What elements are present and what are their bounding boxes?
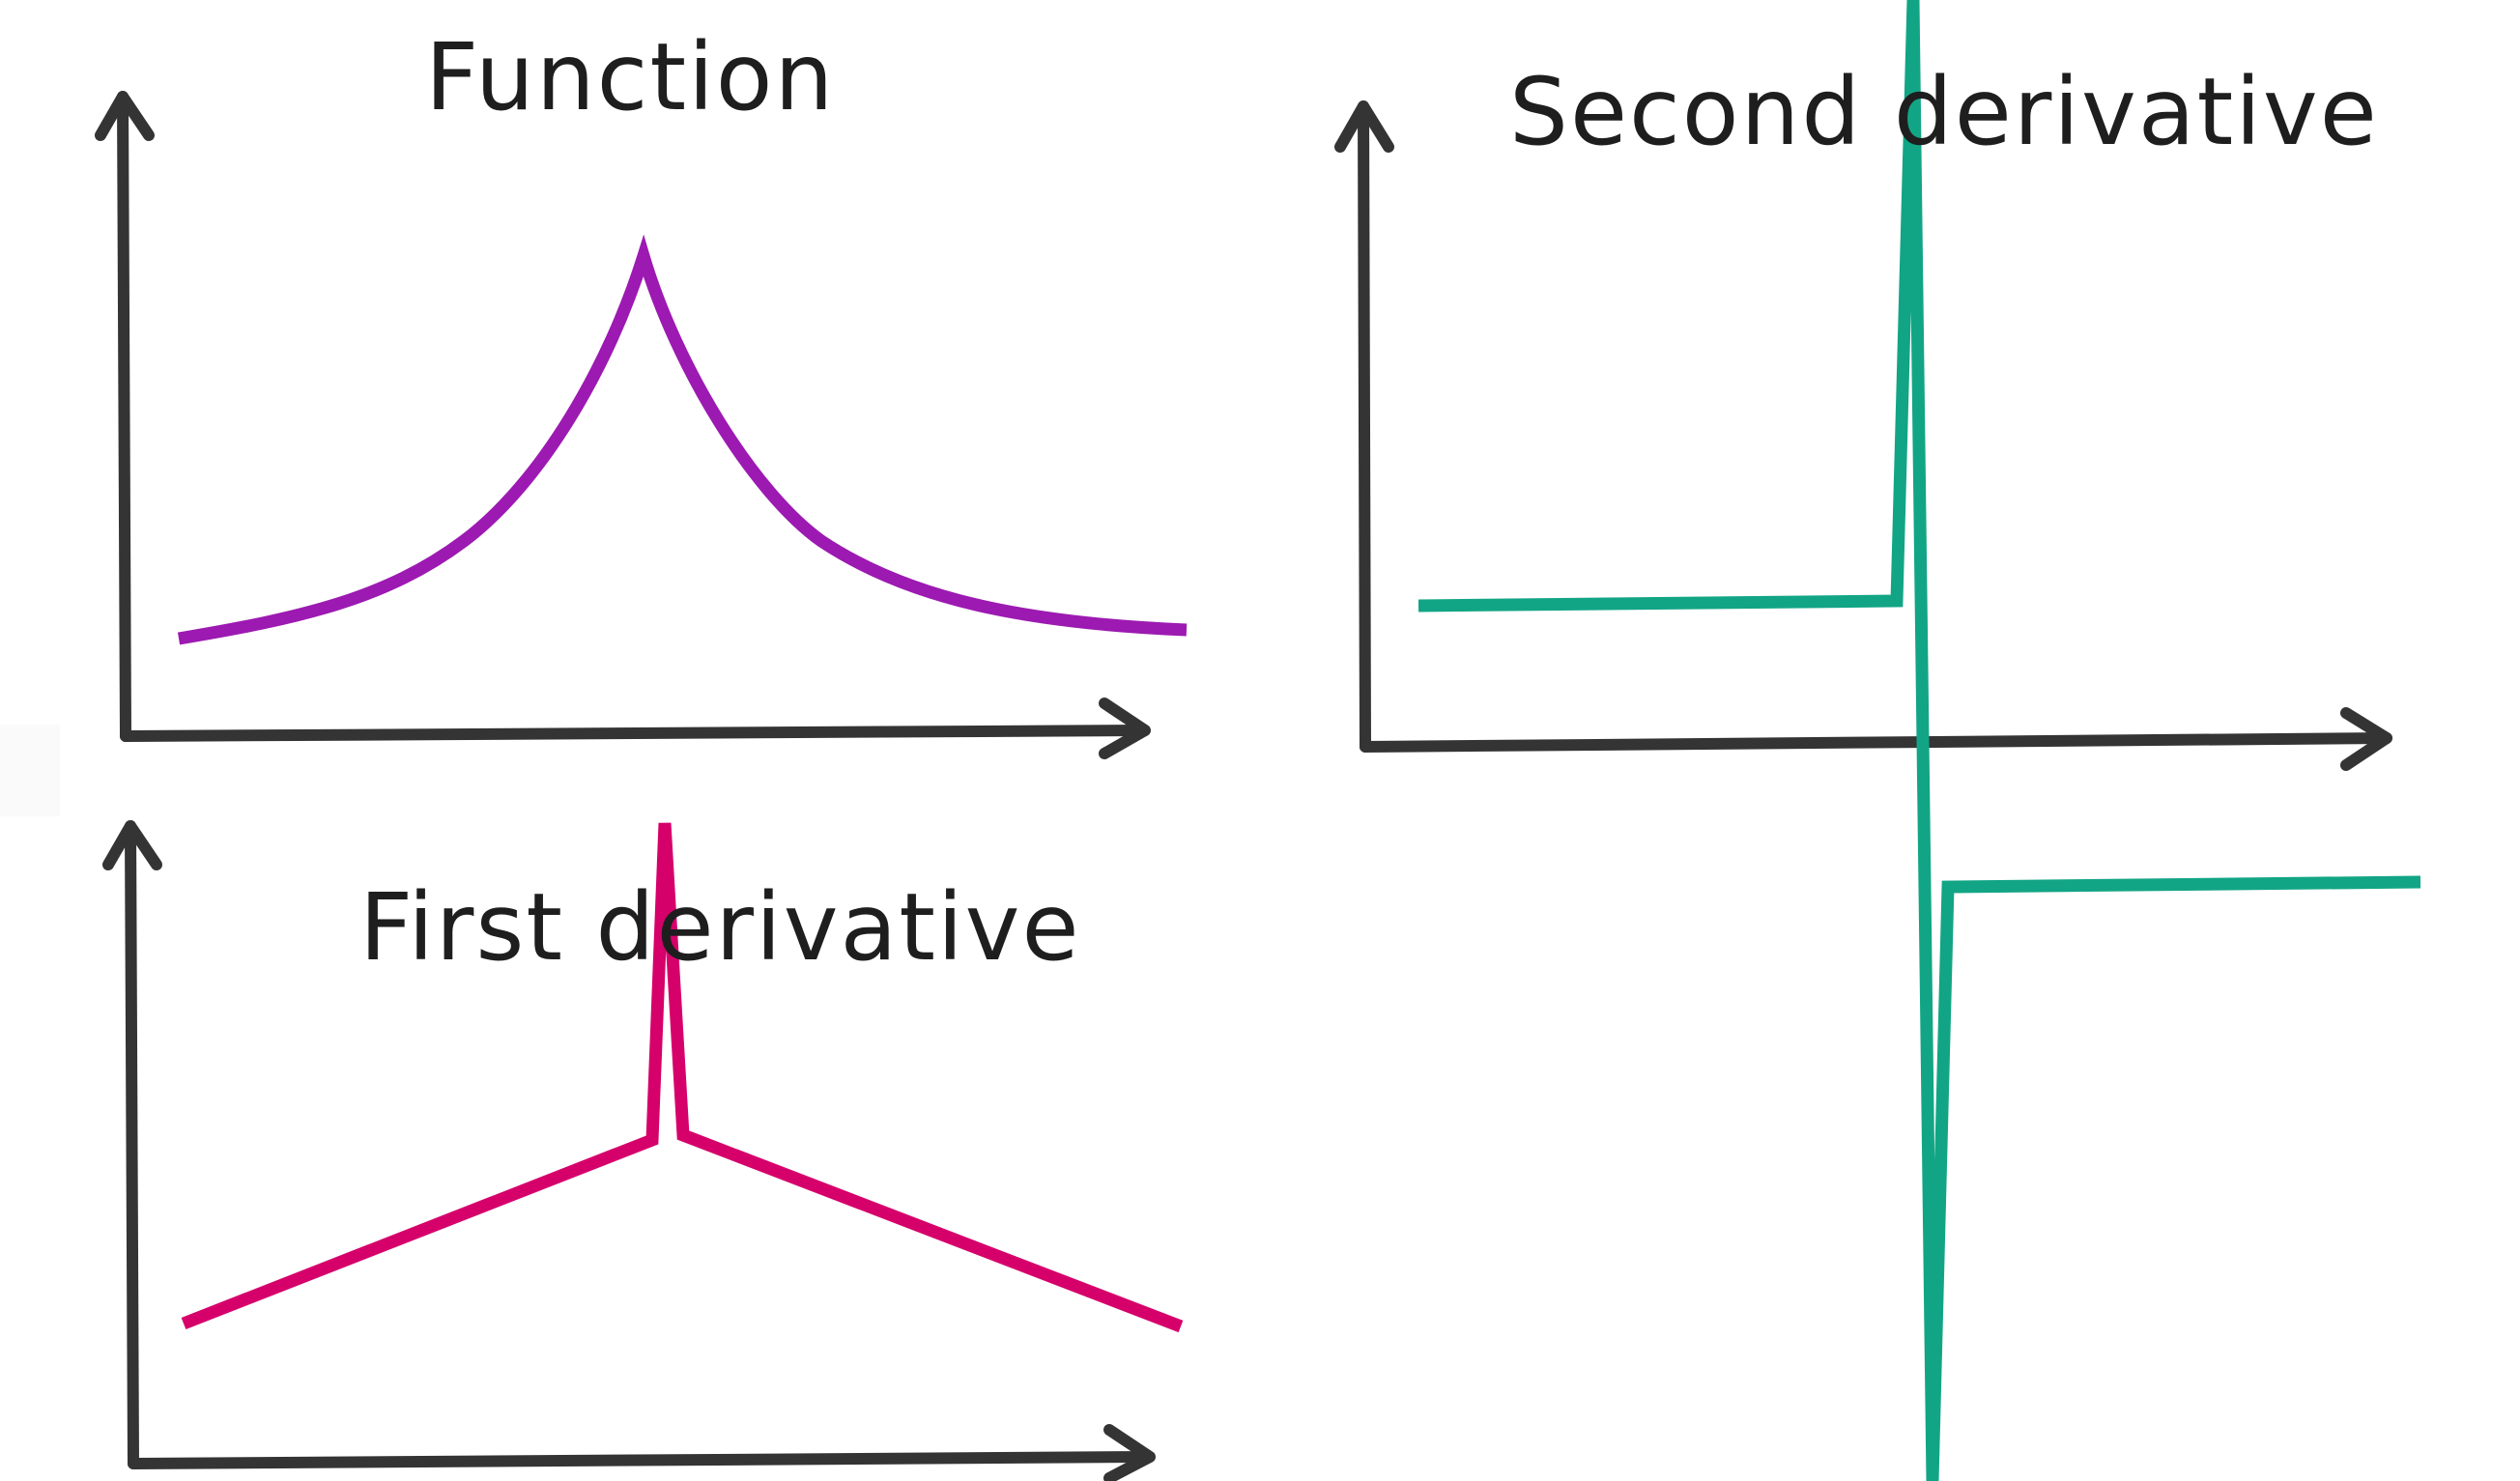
- function-panel: [95, 91, 1188, 759]
- second-derivative-x-arrowhead: [2340, 707, 2392, 771]
- side-panel-handle[interactable]: [0, 725, 60, 816]
- function-x-arrowhead: [1099, 698, 1151, 759]
- second-derivative-x-axis: [1360, 732, 2392, 753]
- function-axes: [95, 91, 1151, 759]
- first-derivative-y-arrowhead: [102, 820, 162, 870]
- second-derivative-y-axis: [1358, 100, 1371, 753]
- first-derivative-y-axis: [125, 820, 139, 1469]
- second-derivative-curve: [1418, 0, 2421, 1481]
- first-derivative-x-axis: [128, 1451, 1154, 1469]
- first-derivative-panel: [102, 820, 1184, 1481]
- first-derivative-axes: [102, 820, 1156, 1481]
- function-curve: [177, 234, 1188, 645]
- function-y-axis: [117, 91, 131, 742]
- function-y-arrowhead: [95, 91, 155, 141]
- first-derivative-curve: [181, 822, 1184, 1333]
- second-derivative-panel: [1334, 0, 2421, 1481]
- first-derivative-x-arrowhead: [1103, 1424, 1156, 1481]
- second-derivative-title: Second derivative: [1509, 58, 2379, 166]
- function-x-axis: [120, 725, 1149, 742]
- function-title: Function: [425, 23, 836, 131]
- second-derivative-y-arrowhead: [1334, 100, 1394, 153]
- second-derivative-axes: [1334, 100, 2392, 771]
- first-derivative-title: First derivative: [359, 873, 1081, 982]
